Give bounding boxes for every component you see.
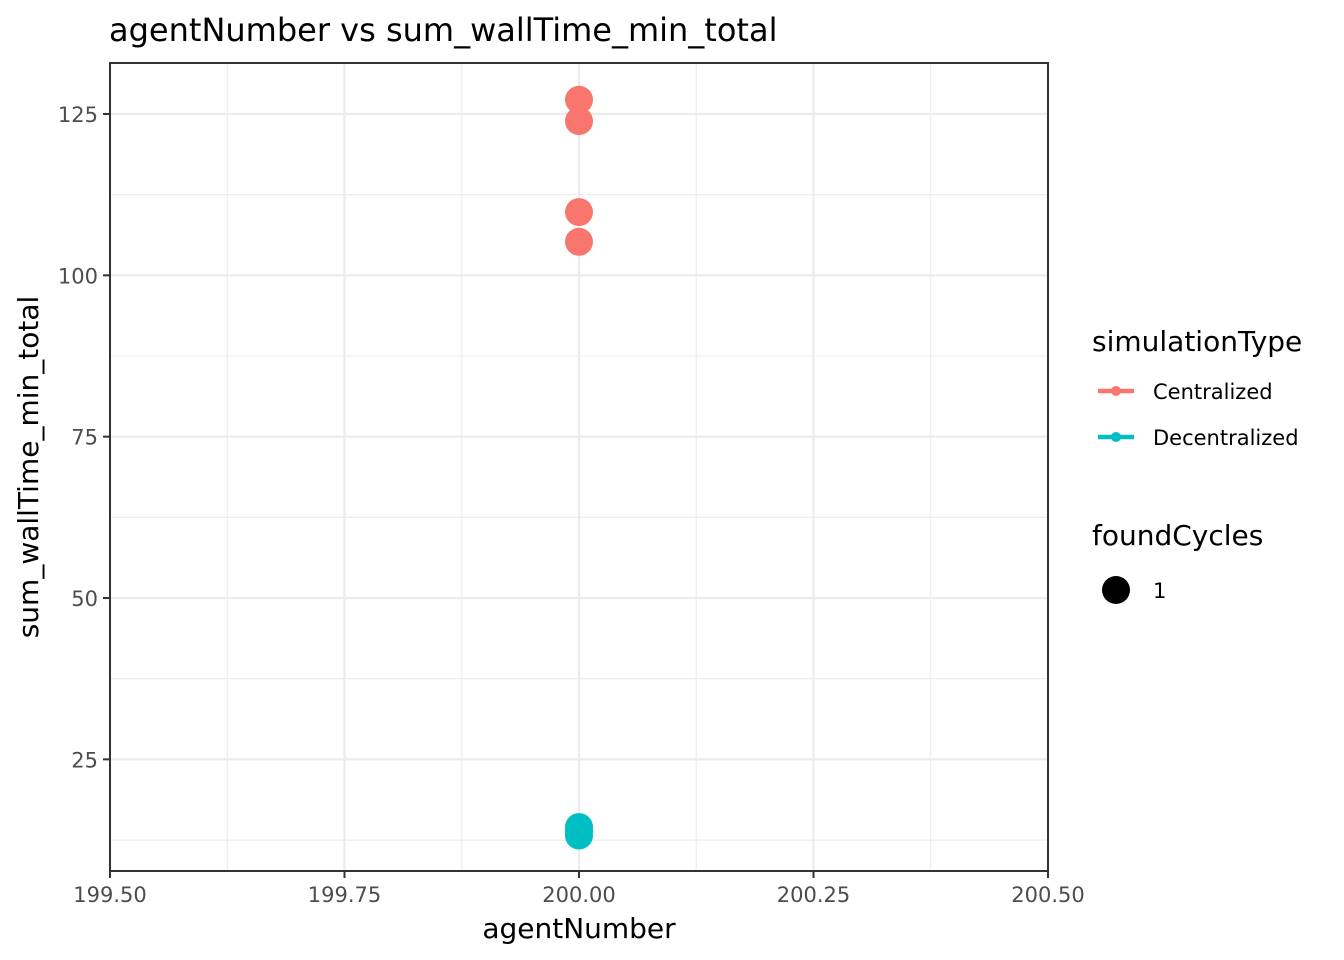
- legend-title-simulationType: simulationType: [1092, 325, 1302, 358]
- y-axis-ticks: 25 50 75 100 125: [58, 103, 110, 772]
- x-axis-title: agentNumber: [482, 912, 676, 945]
- x-tick-label: 200.00: [542, 883, 615, 907]
- x-tick-label: 200.50: [1011, 883, 1084, 907]
- y-tick-label: 75: [71, 426, 98, 450]
- x-tick-label: 199.50: [73, 883, 146, 907]
- data-point-centralized-3: [565, 198, 593, 227]
- legend-label-1: 1: [1153, 579, 1166, 603]
- legend-key-size-1: [1102, 576, 1130, 604]
- y-tick-label: 125: [58, 103, 98, 127]
- data-point-centralized-4: [565, 227, 593, 256]
- chart-title: agentNumber vs sum_wallTime_min_total: [109, 11, 777, 49]
- y-tick-label: 100: [58, 264, 98, 288]
- legend-key-point-centralized: [1111, 386, 1121, 396]
- data-point-decentralized-3: [565, 821, 593, 850]
- legend-title-foundCycles: foundCycles: [1092, 519, 1263, 552]
- y-tick-label: 50: [71, 587, 98, 611]
- y-axis-title: sum_wallTime_min_total: [12, 296, 45, 639]
- data-points: [565, 85, 593, 850]
- legend-label-decentralized: Decentralized: [1153, 426, 1299, 450]
- legend-key-point-decentralized: [1111, 432, 1121, 442]
- x-axis-ticks: 199.50 199.75 200.00 200.25 200.50: [73, 871, 1085, 907]
- data-point-centralized-2: [565, 107, 593, 136]
- x-tick-label: 199.75: [308, 883, 381, 907]
- y-tick-label: 25: [71, 748, 98, 772]
- legend-area: simulationType Centralized Decentralized fo…: [1092, 325, 1302, 604]
- data-point-centralized-1: [565, 85, 593, 114]
- x-tick-label: 200.25: [777, 883, 850, 907]
- legend-label-centralized: Centralized: [1153, 380, 1273, 404]
